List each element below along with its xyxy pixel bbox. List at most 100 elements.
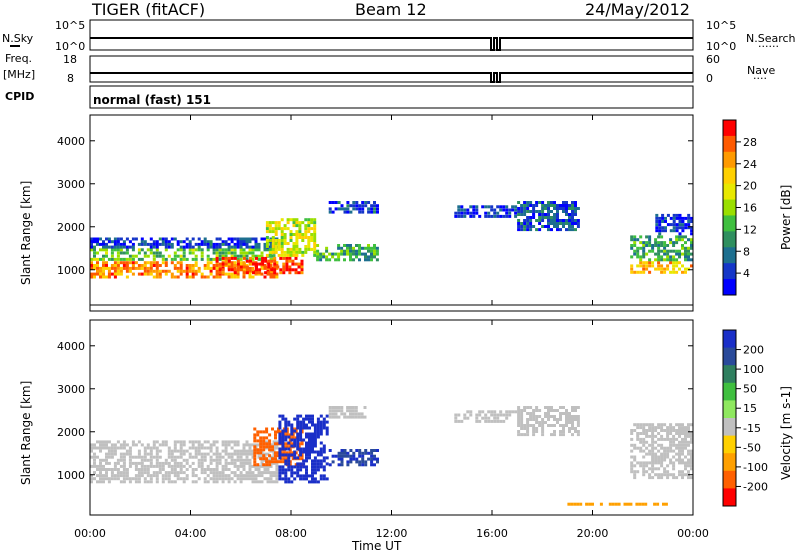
cell-0-3	[279, 268, 283, 272]
cell-0-8	[541, 204, 545, 207]
cell-1-0	[182, 449, 186, 453]
cell-0-4	[286, 221, 290, 225]
cell-0-8	[529, 219, 533, 222]
cell-0-4	[310, 247, 314, 251]
cell-0-3	[242, 256, 246, 260]
cell-0-7	[514, 208, 518, 212]
cell-1-2	[296, 462, 300, 466]
cell-1-2	[322, 477, 326, 481]
cell-0-2	[194, 242, 198, 246]
cell-1-2	[322, 426, 326, 430]
cell-1-0	[191, 471, 195, 475]
cell-1-2	[284, 420, 288, 424]
cell-0-0	[113, 261, 117, 265]
cell-1-6	[562, 433, 565, 437]
cell-1-7	[633, 473, 637, 477]
cell-1-0	[233, 452, 237, 456]
cell-1-7	[642, 470, 646, 474]
power-colorbar-swatches	[723, 120, 736, 296]
cell-0-1	[230, 248, 234, 252]
cell-0-2	[239, 245, 243, 249]
cell-0-8	[532, 204, 536, 207]
cell-0-3	[230, 268, 234, 272]
cell-1-0	[137, 461, 141, 465]
cell-0-7	[466, 211, 470, 215]
cell-0-4	[292, 233, 296, 236]
cell-1-4	[354, 406, 358, 409]
cell-0-3	[218, 262, 222, 266]
cell-1-7	[663, 452, 667, 456]
cell-0-2	[242, 240, 246, 244]
cell-0-10	[648, 235, 652, 239]
cell-1-7	[687, 432, 690, 435]
cell-1-0	[242, 468, 246, 471]
cell-0-2	[209, 240, 213, 244]
cell-1-0	[149, 461, 153, 465]
cell-0-9	[648, 270, 652, 274]
cell-0-7	[508, 211, 512, 215]
cell-1-0	[245, 471, 249, 475]
cell-0-0	[131, 272, 135, 276]
cell-1-2	[296, 414, 300, 418]
cell-0-10	[636, 249, 640, 253]
cell-0-0	[179, 266, 183, 270]
cell-1-1	[259, 439, 263, 443]
cell-1-7	[687, 449, 690, 453]
cell-1-0	[248, 468, 252, 471]
cell-1-2	[284, 447, 288, 451]
cell-0-1	[239, 257, 243, 261]
cell-1-0	[176, 471, 180, 475]
cell-1-7	[690, 458, 693, 462]
cell-1-0	[146, 471, 150, 475]
cell-1-3	[370, 463, 374, 467]
cell-1-1	[253, 439, 257, 443]
cell-1-2	[293, 450, 297, 454]
cell-1-2	[308, 480, 311, 484]
cell-1-2	[287, 468, 291, 472]
cell-0-8	[529, 210, 533, 213]
cell-1-6	[529, 406, 533, 409]
cell-1-7	[678, 446, 681, 450]
cell-1-1	[262, 454, 266, 458]
cell-0-1	[239, 254, 243, 258]
cell-1-2	[281, 429, 285, 433]
cell-1-0	[218, 455, 222, 459]
cell-0-1	[194, 257, 198, 261]
cell-0-4	[268, 247, 272, 251]
cell-0-2	[221, 240, 225, 244]
cell-1-0	[119, 458, 123, 462]
cell-1-0	[96, 464, 99, 468]
cell-1-5	[493, 413, 497, 417]
cell-0-4	[313, 227, 317, 231]
colorbar-tick-label: -50	[743, 441, 761, 454]
cell-1-0	[224, 464, 228, 468]
cell-0-8	[553, 222, 556, 225]
cell-1-0	[218, 461, 222, 465]
cell-1-0	[200, 455, 204, 459]
cell-1-0	[194, 446, 198, 450]
cell-1-6	[576, 418, 580, 421]
cell-0-8	[526, 219, 530, 222]
cell-1-7	[678, 426, 681, 430]
colorbar-tick-label: 8	[743, 245, 750, 258]
cell-1-0	[203, 468, 207, 471]
cell-1-7	[645, 434, 649, 438]
cell-1-2	[281, 432, 285, 436]
cell-0-1	[182, 248, 186, 252]
cell-1-0	[128, 461, 132, 465]
cell-0-11	[690, 220, 694, 223]
cell-0-0	[93, 275, 96, 279]
cell-1-0	[167, 474, 171, 478]
cell-1-7	[687, 470, 690, 474]
cell-1-6	[559, 412, 562, 415]
cell-0-2	[170, 245, 174, 249]
cell-1-2	[319, 426, 323, 430]
cell-1-0	[176, 461, 180, 465]
cell-0-10	[630, 255, 634, 259]
cell-0-4	[295, 239, 299, 242]
cell-0-9	[642, 270, 646, 274]
cell-0-3	[252, 271, 255, 275]
cell-0-1	[197, 248, 201, 252]
cell-0-4	[310, 227, 314, 231]
